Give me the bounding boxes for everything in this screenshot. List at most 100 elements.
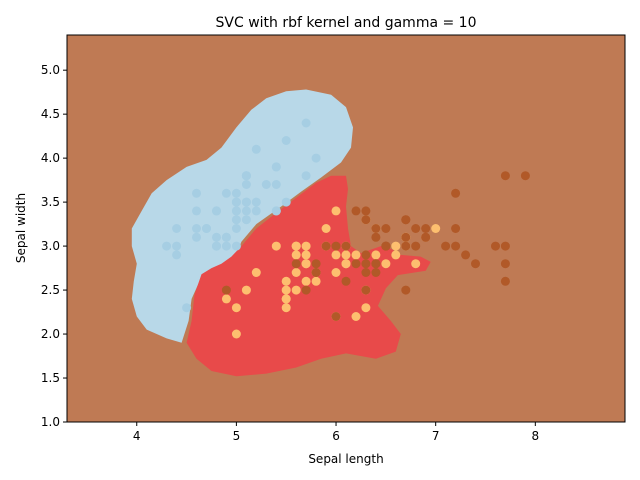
virginica-point: [331, 312, 341, 321]
setosa-point: [221, 232, 231, 242]
setosa-point: [212, 206, 221, 216]
versicolor-point: [321, 224, 331, 233]
virginica-point: [500, 241, 510, 251]
virginica-point: [451, 188, 461, 198]
versicolor-point: [231, 329, 241, 339]
setosa-point: [192, 224, 201, 233]
virginica-point: [381, 241, 391, 251]
versicolor-point: [241, 285, 251, 295]
versicolor-point: [271, 241, 281, 251]
versicolor-point: [291, 241, 301, 251]
setosa-point: [271, 206, 281, 216]
y-axis-label: Sepal width: [14, 193, 28, 263]
versicolor-point: [251, 268, 261, 277]
setosa-point: [231, 224, 241, 233]
versicolor-point: [301, 241, 311, 251]
setosa-point: [231, 215, 241, 225]
versicolor-point: [281, 276, 291, 286]
versicolor-point: [331, 250, 341, 260]
virginica-point: [311, 259, 321, 269]
versicolor-point: [431, 224, 441, 233]
virginica-point: [291, 259, 301, 269]
versicolor-point: [351, 250, 361, 260]
versicolor-point: [291, 250, 301, 260]
versicolor-point: [291, 268, 301, 277]
setosa-point: [231, 188, 241, 198]
virginica-point: [341, 276, 351, 286]
setosa-point: [221, 188, 231, 198]
setosa-point: [172, 250, 182, 260]
versicolor-point: [361, 303, 371, 313]
setosa-point: [212, 232, 221, 242]
virginica-point: [451, 224, 461, 233]
versicolor-point: [301, 276, 311, 286]
virginica-point: [341, 241, 351, 251]
x-tick-label: 5: [233, 429, 241, 443]
y-tick-label: 3.5: [41, 195, 60, 209]
setosa-point: [241, 197, 251, 207]
versicolor-point: [221, 294, 231, 304]
virginica-point: [361, 215, 371, 225]
virginica-point: [301, 285, 311, 295]
y-tick-label: 1.0: [41, 415, 60, 429]
versicolor-point: [411, 259, 421, 269]
setosa-point: [162, 241, 172, 251]
versicolor-point: [351, 312, 361, 321]
virginica-point: [451, 241, 461, 251]
y-tick-label: 3.0: [41, 239, 60, 253]
setosa-point: [221, 241, 231, 251]
x-axis-label: Sepal length: [308, 452, 383, 466]
virginica-point: [421, 232, 431, 242]
virginica-point: [221, 285, 231, 295]
virginica-point: [441, 241, 451, 251]
virginica-point: [311, 268, 321, 277]
virginica-point: [371, 268, 381, 277]
setosa-point: [231, 197, 241, 207]
setosa-point: [271, 180, 281, 189]
virginica-point: [361, 285, 371, 295]
plot-frame: [66, 34, 626, 423]
versicolor-point: [291, 285, 301, 295]
setosa-point: [172, 224, 182, 233]
versicolor-point: [381, 259, 391, 269]
setosa-point: [231, 206, 241, 216]
virginica-point: [331, 241, 341, 251]
versicolor-point: [231, 303, 241, 313]
virginica-point: [321, 241, 331, 251]
setosa-point: [261, 180, 271, 189]
setosa-point: [251, 197, 261, 207]
virginica-point: [381, 224, 391, 233]
y-tick-label: 4.0: [41, 151, 60, 165]
setosa-point: [281, 197, 291, 207]
virginica-point: [421, 224, 431, 233]
setosa-point: [192, 206, 201, 216]
virginica-point: [401, 232, 411, 242]
setosa-point: [231, 241, 241, 251]
versicolor-point: [281, 285, 291, 295]
y-tick-label: 4.5: [41, 107, 60, 121]
virginica-point: [401, 215, 411, 225]
versicolor-point: [301, 250, 311, 260]
chart-title: SVC with rbf kernel and gamma = 10: [216, 15, 477, 31]
virginica-point: [471, 259, 480, 269]
setosa-point: [192, 232, 201, 242]
x-tick-label: 4: [133, 429, 141, 443]
setosa-point: [311, 153, 321, 163]
y-tick-label: 2.5: [41, 283, 60, 297]
virginica-point: [500, 259, 510, 269]
virginica-point: [371, 259, 381, 269]
setosa-point: [241, 180, 251, 189]
virginica-point: [500, 276, 510, 286]
setosa-point: [172, 241, 182, 251]
virginica-point: [351, 259, 361, 269]
setosa-point: [271, 162, 281, 172]
versicolor-point: [331, 206, 341, 216]
virginica-point: [371, 224, 381, 233]
setosa-point: [202, 224, 211, 233]
virginica-point: [361, 206, 371, 216]
x-axis-ticks: 4 5 6 7 8: [133, 422, 539, 443]
setosa-point: [182, 303, 192, 313]
setosa-point: [251, 144, 261, 154]
virginica-point: [401, 285, 411, 295]
